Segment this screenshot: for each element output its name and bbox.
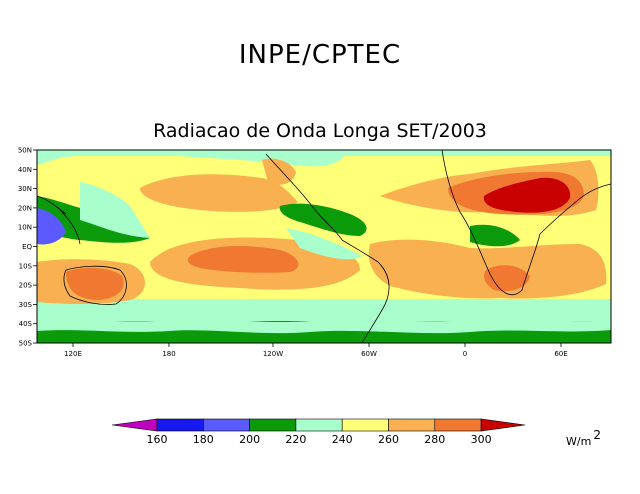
olr-safrica-green (470, 224, 520, 247)
colorbar-swatch (295, 418, 343, 432)
olr-imc-lightgreen (80, 182, 150, 238)
lat-label: 30N (18, 185, 32, 193)
lat-label: EQ (22, 243, 32, 251)
lon-label: 60E (554, 350, 567, 358)
lat-label: 40S (19, 320, 33, 328)
latitude-axis: 50N 40N 30N 20N 10N EQ 10S 20S 30S 40S 50S (18, 147, 37, 348)
lat-label: 40N (18, 166, 32, 174)
lon-label: 120W (263, 350, 283, 358)
colorbar-swatch (203, 418, 250, 432)
colorbar-tick-label: 200 (239, 433, 260, 446)
colorbar-swatch (341, 418, 389, 432)
olr-hot-core (483, 177, 571, 213)
olr-spac-darkorange (187, 246, 299, 273)
lon-label: 120E (64, 350, 82, 358)
lat-label: 50N (18, 147, 32, 155)
olr-sindian-darkorange (484, 265, 530, 292)
lon-label: 180 (162, 350, 175, 358)
colorbar-tick-label: 240 (332, 433, 353, 446)
lat-label: 10N (18, 224, 32, 232)
colorbar-swatch (249, 418, 297, 432)
units-exponent: 2 (593, 428, 601, 442)
olr-na-orange (262, 158, 296, 185)
olr-npac-orange (140, 174, 298, 212)
lat-label: 20N (18, 204, 32, 212)
olr-imc-blue (37, 208, 66, 245)
colorbar-swatch (388, 418, 436, 432)
colorbar-tick-label: 300 (471, 433, 492, 446)
lon-label: 0 (463, 350, 467, 358)
olr-south-wave (37, 318, 611, 334)
colorbar: 160 180 200 220 240 260 280 300 (111, 418, 526, 446)
colorbar-arrow-low (111, 418, 158, 432)
colorbar-tick-label: 260 (378, 433, 399, 446)
lat-label: 10S (19, 262, 33, 270)
org-title: INPE/CPTEC (238, 40, 402, 70)
map-title: Radiacao de Onda Longa SET/2003 (153, 120, 487, 142)
colorbar-tick-label: 280 (424, 433, 445, 446)
colorbar-tick-label: 160 (147, 433, 168, 446)
units-label: W/m 2 (566, 428, 601, 448)
units-base: W/m (566, 435, 592, 448)
colorbar-tick-label: 220 (285, 433, 306, 446)
lat-label: 50S (19, 340, 33, 348)
lon-label: 60W (361, 350, 377, 358)
lat-label: 30S (19, 301, 33, 309)
colorbar-tick-label: 180 (193, 433, 214, 446)
olr-itcz-lightgreen (286, 228, 362, 260)
coastlines (37, 150, 611, 343)
olr-itcz-green (279, 203, 367, 236)
olr-map (37, 150, 611, 343)
lat-label: 20S (19, 282, 33, 290)
colorbar-swatch (156, 418, 204, 432)
longitude-axis: 120E 180 120W 60W 0 60E (64, 343, 568, 358)
colorbar-arrow-high (480, 418, 526, 432)
olr-band-south-lightgreen (37, 299, 611, 321)
olr-aus-darkorange (66, 267, 124, 300)
colorbar-swatch (434, 418, 482, 432)
